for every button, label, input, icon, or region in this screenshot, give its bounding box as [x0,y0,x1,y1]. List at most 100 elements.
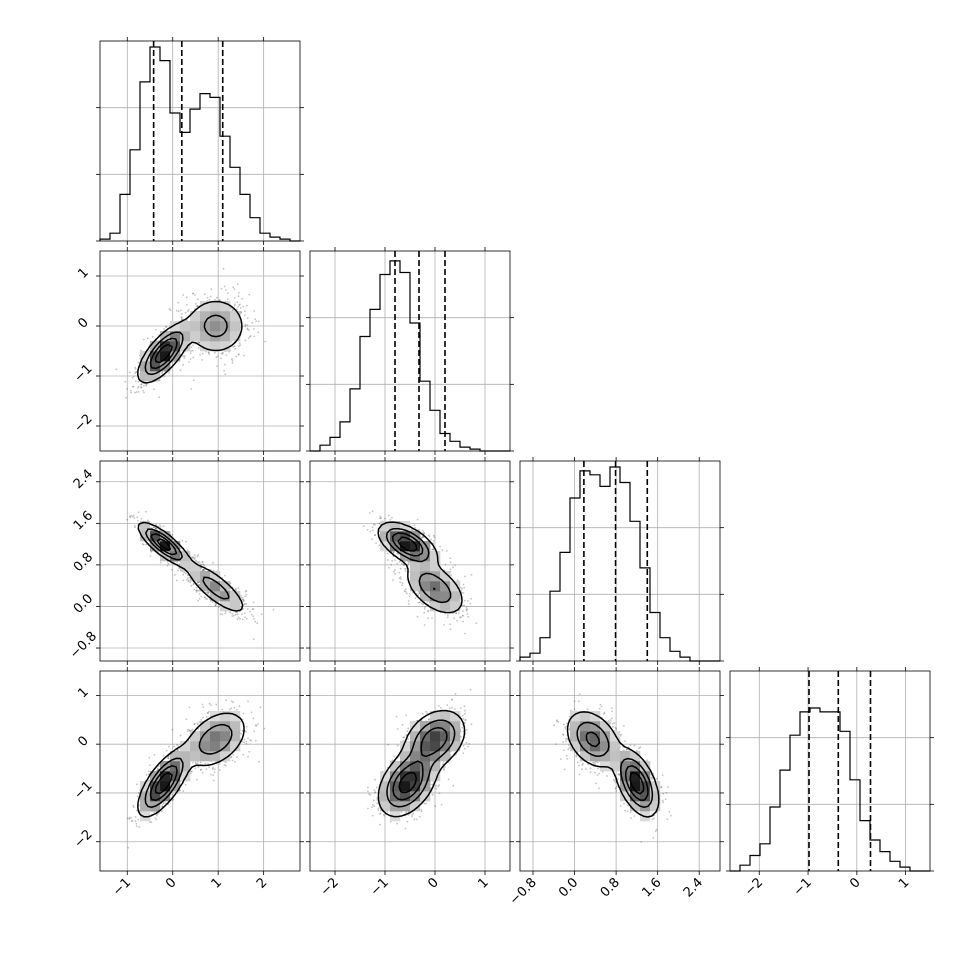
scatter-point [423,608,426,610]
density-cell [180,321,191,332]
scatter-point [140,386,142,389]
scatter-point [215,356,218,359]
scatter-point [222,351,224,354]
scatter-point [197,599,199,602]
scatter-point [128,515,131,518]
scatter-point [469,602,472,605]
scatter-point [220,357,223,360]
scatter-point [190,346,193,348]
panel-0-0 [96,37,304,245]
scatter-point [157,525,160,528]
scatter-point [178,563,181,565]
scatter-point [151,336,154,338]
scatter-point [404,590,407,593]
scatter-point [458,612,460,614]
scatter-point [237,295,240,298]
panel-1-0: −2−101 [71,247,304,455]
scatter-point [134,368,137,370]
scatter-point [181,539,184,542]
density-cell [220,321,231,332]
scatter-point [188,579,190,582]
density-cell [430,561,441,572]
scatter-point [186,574,189,577]
contour-line [144,314,228,376]
scatter-point [466,613,469,615]
scatter-point [135,391,138,393]
y-tick-label: 0.0 [71,591,96,616]
histogram-step [310,260,510,452]
scatter-point [237,291,240,294]
scatter-point [155,527,157,530]
scatter-point [150,550,153,553]
scatter-point [246,324,249,326]
scatter-point [127,846,130,849]
scatter-point [198,584,201,587]
scatter-point [221,708,223,711]
density-cell [420,591,431,602]
density-cell [190,571,201,582]
scatter-point [398,560,401,563]
scatter-point [236,301,239,304]
scatter-point [190,584,193,587]
scatter-point [246,608,249,611]
scatter-point [243,612,246,615]
scatter-point [246,327,249,330]
panel-content [126,699,266,849]
panel-frame [99,250,301,452]
scatter-point [392,551,395,554]
scatter-point [195,589,198,592]
panel-frame [309,460,511,662]
scatter-point [414,597,417,599]
scatter-point [192,379,195,382]
scatter-point [389,518,392,521]
scatter-point [432,548,435,551]
scatter-point [244,323,247,326]
scatter-point [185,718,188,721]
scatter-point [245,617,248,620]
scatter-point [249,610,251,613]
density-cell [160,361,171,372]
scatter-point [401,562,403,565]
scatter-point [134,391,136,394]
scatter-point [232,346,235,348]
scatter-point [197,581,199,584]
scatter-point [129,516,132,519]
scatter-point [126,817,129,820]
scatter-point [378,522,381,525]
y-tick-label: 0.8 [71,550,96,575]
density-cell [150,361,161,372]
scatter-point [213,351,216,354]
density-cell [190,561,201,572]
scatter-point [214,604,217,607]
scatter-point [404,570,407,572]
density-cell [400,531,411,542]
scatter-point [207,592,210,595]
scatter-point [197,298,199,301]
scatter-point [424,606,426,608]
scatter-point [392,551,395,554]
scatter-point [394,572,397,575]
scatter-point [230,358,233,360]
scatter-point [161,372,163,374]
scatter-point [231,309,234,312]
scatter-point [206,297,209,299]
scatter-point [239,617,241,620]
scatter-point [467,615,470,618]
scatter-point [422,535,424,538]
scatter-point [201,359,204,361]
scatter-point [187,309,190,311]
density-cell [430,601,441,612]
scatter-point [253,310,256,312]
scatter-point [237,345,240,347]
density-cell [390,541,401,552]
scatter-point [432,540,435,542]
scatter-point [237,353,240,355]
scatter-point [143,391,145,394]
scatter-point [226,292,229,295]
panel-2-2 [516,457,724,665]
scatter-point [145,510,147,513]
scatter-point [423,532,425,535]
density-cell [230,601,241,612]
scatter-point [153,388,155,391]
density-cell [180,341,191,352]
